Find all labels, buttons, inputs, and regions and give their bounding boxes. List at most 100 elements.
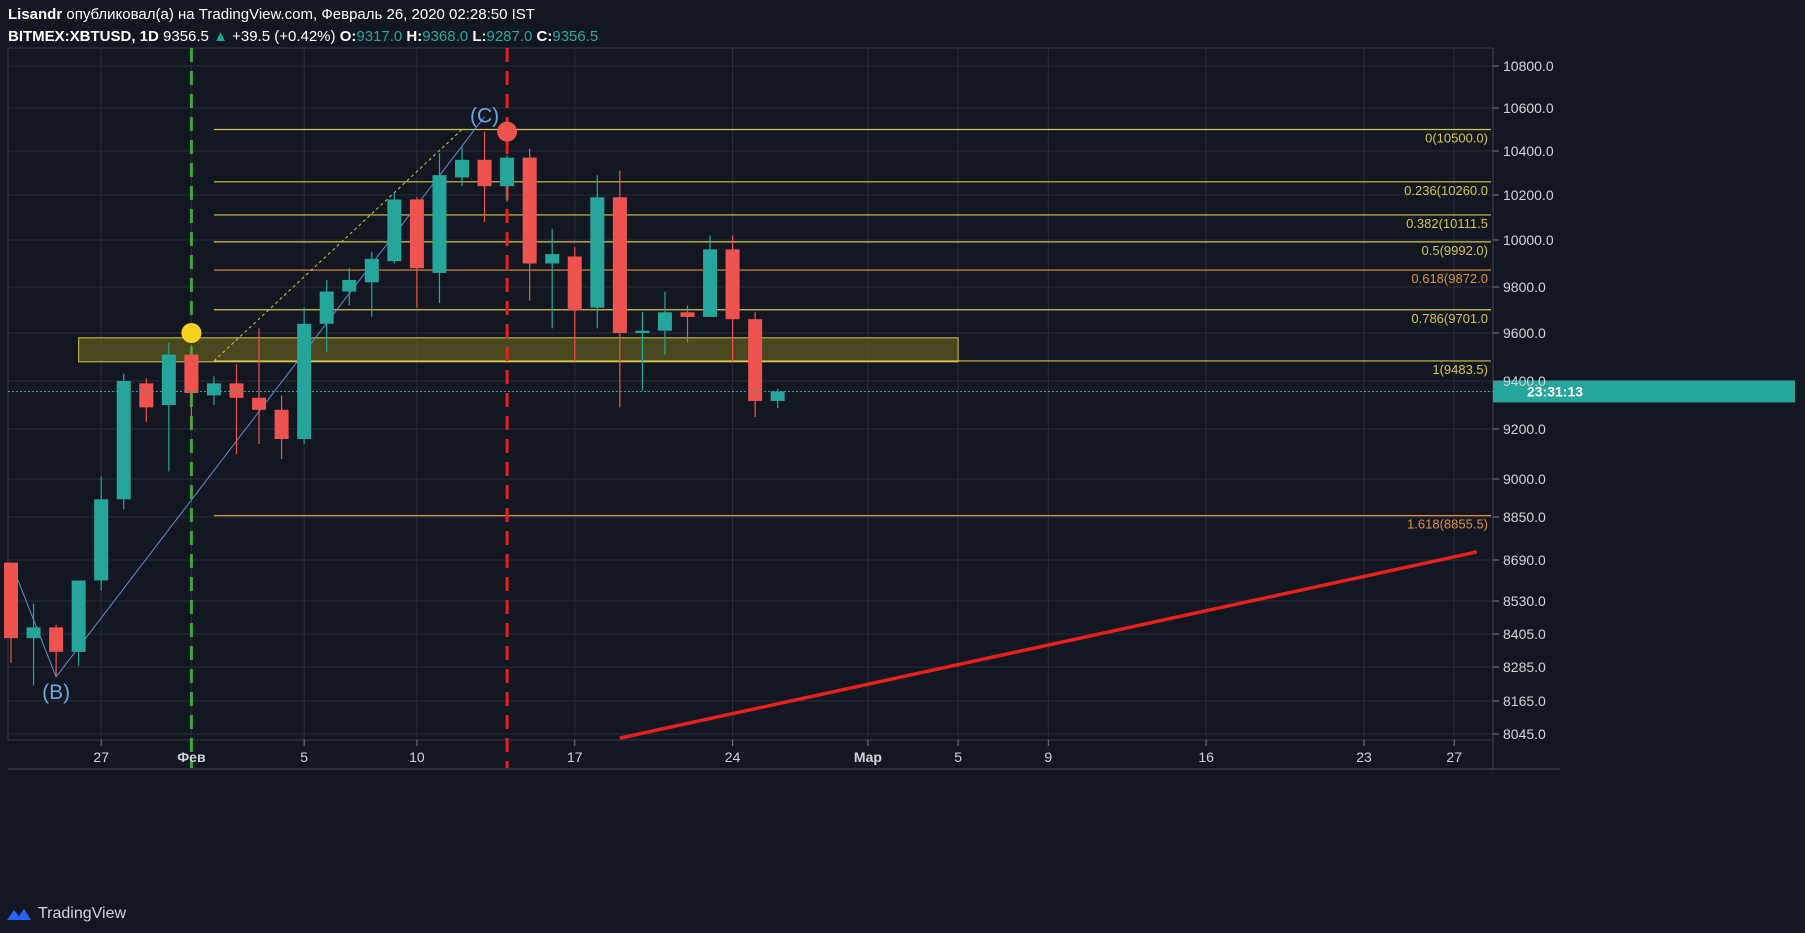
time-axis-label: Мар (854, 749, 882, 765)
author-name[interactable]: Lisandr (8, 6, 63, 23)
candle-body[interactable] (71, 580, 86, 652)
time-axis-label: 16 (1198, 749, 1214, 765)
price-axis-label: 8045.0 (1503, 726, 1546, 742)
candle-body[interactable] (206, 383, 221, 396)
candle-body[interactable] (432, 175, 447, 273)
tradingview-logo-icon (7, 909, 31, 920)
fib-level-label: 1(9483.5) (1432, 362, 1488, 377)
price-axis-label: 8530.0 (1503, 593, 1546, 609)
candle-body[interactable] (522, 157, 537, 264)
candle-body[interactable] (364, 258, 379, 283)
time-axis-label: 23 (1356, 749, 1372, 765)
candle-body[interactable] (725, 249, 740, 320)
publish-info: опубликовал(а) на TradingView.com, Февра… (66, 6, 535, 23)
fib-level-label: 0(10500.0) (1425, 131, 1488, 146)
marker-yellow[interactable] (181, 323, 202, 343)
price-axis-label: 8405.0 (1503, 626, 1546, 642)
candle-body[interactable] (477, 159, 492, 187)
time-axis-label: Фев (177, 749, 206, 765)
price-axis-label: 9400.0 (1503, 373, 1546, 389)
time-axis-label: 27 (93, 749, 109, 765)
candle-body[interactable] (342, 279, 357, 292)
price-axis-label: 9200.0 (1503, 421, 1546, 437)
candle-body[interactable] (590, 197, 605, 308)
price-axis-label: 10600.0 (1503, 100, 1554, 116)
candle-body[interactable] (297, 323, 312, 439)
candle-body[interactable] (635, 330, 650, 333)
price-axis-label: 8690.0 (1503, 552, 1546, 568)
trend-line[interactable] (619, 550, 1478, 740)
low-value: 9287.0 (486, 28, 533, 45)
candle-body[interactable] (567, 256, 582, 310)
time-axis-label: 17 (567, 749, 583, 765)
candle-body[interactable] (387, 199, 402, 262)
candle-body[interactable] (161, 354, 176, 405)
candle-body[interactable] (4, 562, 18, 639)
candle-body[interactable] (545, 254, 560, 264)
candle-body[interactable] (184, 354, 199, 393)
price-axis-label: 10200.0 (1503, 187, 1554, 203)
fib-level-label: 0.236(10260.0 (1404, 183, 1488, 198)
time-axis-label: 5 (954, 749, 962, 765)
high-label: H: (406, 28, 423, 45)
candle-body[interactable] (274, 409, 289, 439)
candle-body[interactable] (319, 291, 334, 324)
fib-trend-line[interactable] (213, 129, 463, 362)
candle-body[interactable] (680, 312, 695, 317)
candle-body[interactable] (770, 391, 785, 401)
candle-body[interactable] (26, 627, 41, 639)
price-axis-label: 10400.0 (1503, 143, 1554, 159)
candle-body[interactable] (139, 383, 154, 408)
price-axis-label: 9800.0 (1503, 279, 1546, 295)
fib-level-label: 0.382(10111.5 (1406, 216, 1488, 231)
brand-label: TradingView (38, 905, 127, 922)
time-axis-label: 9 (1044, 749, 1052, 765)
candle-body[interactable] (229, 383, 244, 398)
candle-body[interactable] (94, 499, 109, 581)
footer-brand[interactable]: TradingView (6, 905, 126, 923)
price-axis-label: 9000.0 (1503, 471, 1546, 487)
price-axis-label: 8165.0 (1503, 693, 1546, 709)
current-price-countdown: 23:31:13 (1527, 383, 1583, 399)
publish-header: Lisandr опубликовал(а) на TradingView.co… (8, 6, 535, 23)
current-price-tag[interactable] (1493, 380, 1795, 403)
candle-body[interactable] (748, 319, 763, 401)
price-axis-label: 10000.0 (1503, 232, 1554, 248)
low-label: L: (472, 28, 487, 45)
close-label: C: (536, 28, 553, 45)
price-axis-label: 8850.0 (1503, 509, 1546, 525)
time-axis-label: 5 (300, 749, 308, 765)
price-axis-label: 9600.0 (1503, 325, 1546, 341)
candle-body[interactable] (49, 627, 64, 652)
wave-label: (C) (470, 105, 499, 128)
candle-body[interactable] (116, 381, 131, 500)
open-value: 9317.0 (356, 28, 403, 45)
time-axis-label: 27 (1446, 749, 1462, 765)
symbol-header: BITMEX:XBTUSD, 1D 9356.5 ▲ +39.5 (+0.42%… (8, 28, 598, 45)
fib-level-label: 1.618(8855.5) (1407, 517, 1488, 532)
candle-body[interactable] (703, 249, 718, 317)
fib-level-label: 0.5(9992.0) (1422, 243, 1489, 258)
candle-body[interactable] (657, 312, 672, 331)
last-price: 9356.5 (163, 28, 209, 45)
candle-body[interactable] (455, 159, 469, 178)
wave-label: (B) (42, 681, 70, 704)
support-zone[interactable] (78, 337, 959, 363)
price-axis-label: 10800.0 (1503, 58, 1554, 74)
marker-red[interactable] (497, 121, 518, 142)
open-label: O: (339, 28, 357, 45)
symbol-label[interactable]: BITMEX:XBTUSD, 1D (8, 28, 159, 45)
candle-body[interactable] (612, 197, 627, 333)
price-change: +39.5 (+0.42%) (232, 28, 336, 45)
candle-body[interactable] (500, 157, 515, 187)
fib-level-label: 0.618(9872.0 (1411, 271, 1488, 286)
fib-level-label: 0.786(9701.0 (1411, 311, 1488, 326)
high-value: 9368.0 (422, 28, 469, 45)
candle-body[interactable] (409, 199, 424, 269)
time-axis-label: 10 (409, 749, 425, 765)
time-axis-label: 24 (725, 749, 741, 765)
price-axis-label: 8285.0 (1503, 659, 1546, 675)
close-value: 9356.5 (552, 28, 599, 45)
candle-body[interactable] (252, 397, 267, 410)
